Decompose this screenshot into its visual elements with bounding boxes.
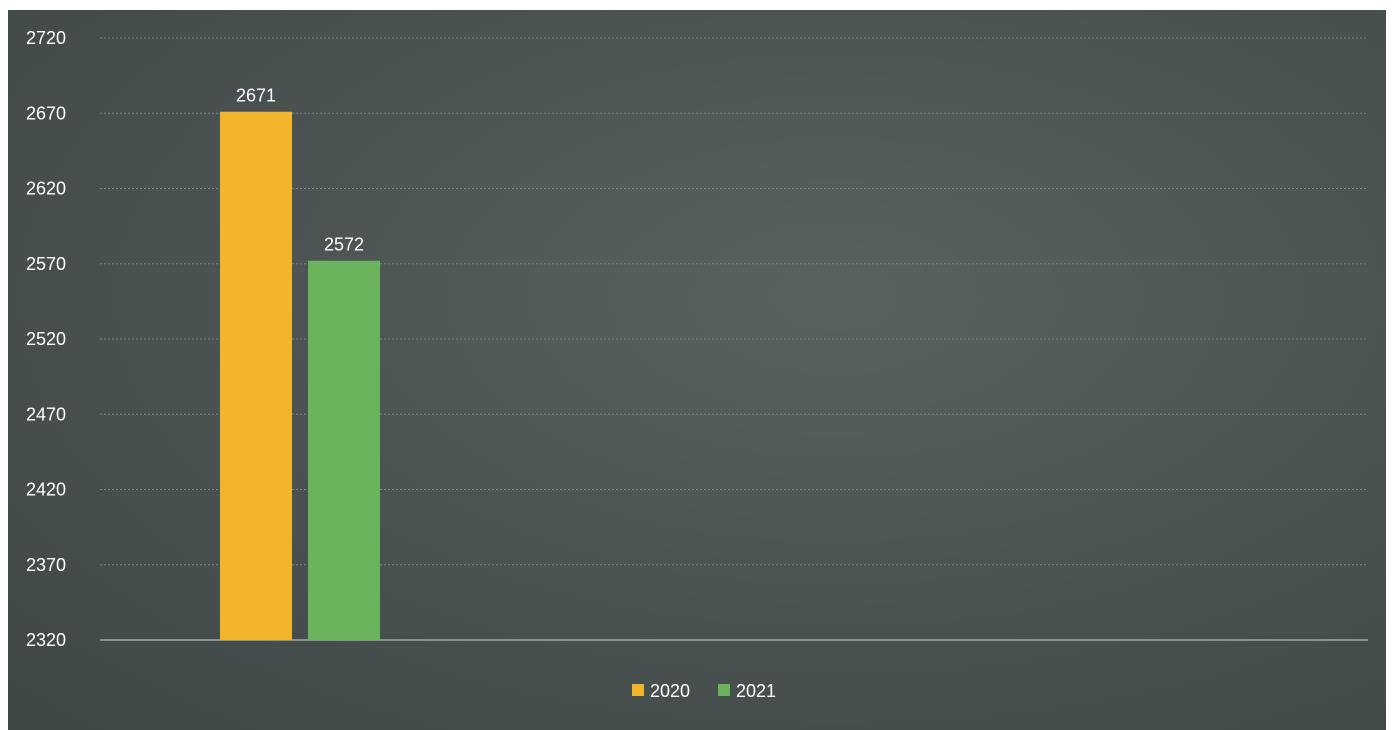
legend: 2020 2021	[632, 681, 776, 701]
legend-swatch-2021	[718, 684, 730, 696]
y-axis-ticks: 2320 2370 2420 2470 2520 2570 2620 2670 2720	[26, 28, 66, 650]
legend-swatch-2020	[632, 684, 644, 696]
y-tick-label: 2320	[26, 630, 66, 650]
y-tick-label: 2720	[26, 28, 66, 48]
y-tick-label: 2620	[26, 179, 66, 199]
y-tick-label: 2420	[26, 480, 66, 500]
y-tick-label: 2470	[26, 404, 66, 424]
y-tick-label: 2520	[26, 329, 66, 349]
bar-2021	[308, 260, 380, 640]
y-tick-label: 2570	[26, 254, 66, 274]
data-label-2020: 2671	[236, 86, 276, 106]
bar-2020	[220, 111, 292, 641]
bars	[220, 111, 380, 641]
legend-label-2021: 2021	[736, 681, 776, 701]
y-tick-label: 2370	[26, 555, 66, 575]
data-labels: 2671 2572	[236, 86, 364, 255]
data-label-2021: 2572	[324, 235, 364, 255]
legend-label-2020: 2020	[650, 681, 690, 701]
y-tick-label: 2670	[26, 103, 66, 123]
